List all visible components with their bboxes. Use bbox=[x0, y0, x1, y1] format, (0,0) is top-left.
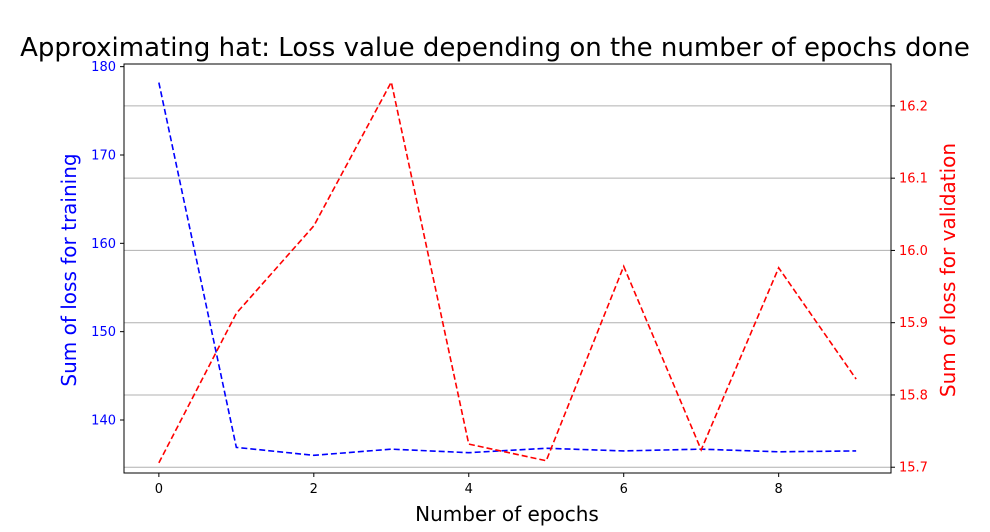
x-tick-label: 2 bbox=[310, 482, 318, 497]
right-y-tick-label: 15.9 bbox=[899, 316, 928, 331]
x-tick-label: 6 bbox=[620, 482, 628, 497]
x-axis-label: Number of epochs bbox=[415, 502, 599, 526]
training-loss-line bbox=[158, 82, 857, 457]
validation-loss-line bbox=[158, 79, 857, 464]
right-y-axis-label: Sum of loss for validation bbox=[936, 143, 960, 397]
x-tick-label: 8 bbox=[775, 482, 783, 497]
left-y-tick-label: 140 bbox=[91, 413, 116, 428]
axes: 0 2 4 6 8 140 150 160 170 180 15.7 15.8 15.9 16.0 16.1… bbox=[91, 60, 928, 497]
right-y-tick-label: 16.2 bbox=[899, 99, 928, 114]
left-y-tick-label: 180 bbox=[91, 60, 116, 75]
left-y-tick-label: 170 bbox=[91, 148, 116, 163]
chart-title: Approximating hat: Loss value depending … bbox=[20, 33, 970, 63]
right-y-tick-label: 16.1 bbox=[899, 172, 928, 187]
right-y-tick-label: 15.7 bbox=[899, 461, 928, 476]
x-tick-label: 4 bbox=[465, 482, 473, 497]
plot-series bbox=[158, 79, 857, 464]
right-y-tick-label: 15.8 bbox=[899, 388, 928, 403]
left-y-axis-label: Sum of loss for training bbox=[57, 153, 81, 386]
left-y-tick-label: 150 bbox=[91, 325, 116, 340]
right-y-tick-label: 16.0 bbox=[899, 244, 928, 259]
grid-lines bbox=[124, 105, 891, 468]
x-tick-label: 0 bbox=[155, 482, 163, 497]
left-y-tick-label: 160 bbox=[91, 237, 116, 252]
plot-frame bbox=[123, 63, 892, 474]
